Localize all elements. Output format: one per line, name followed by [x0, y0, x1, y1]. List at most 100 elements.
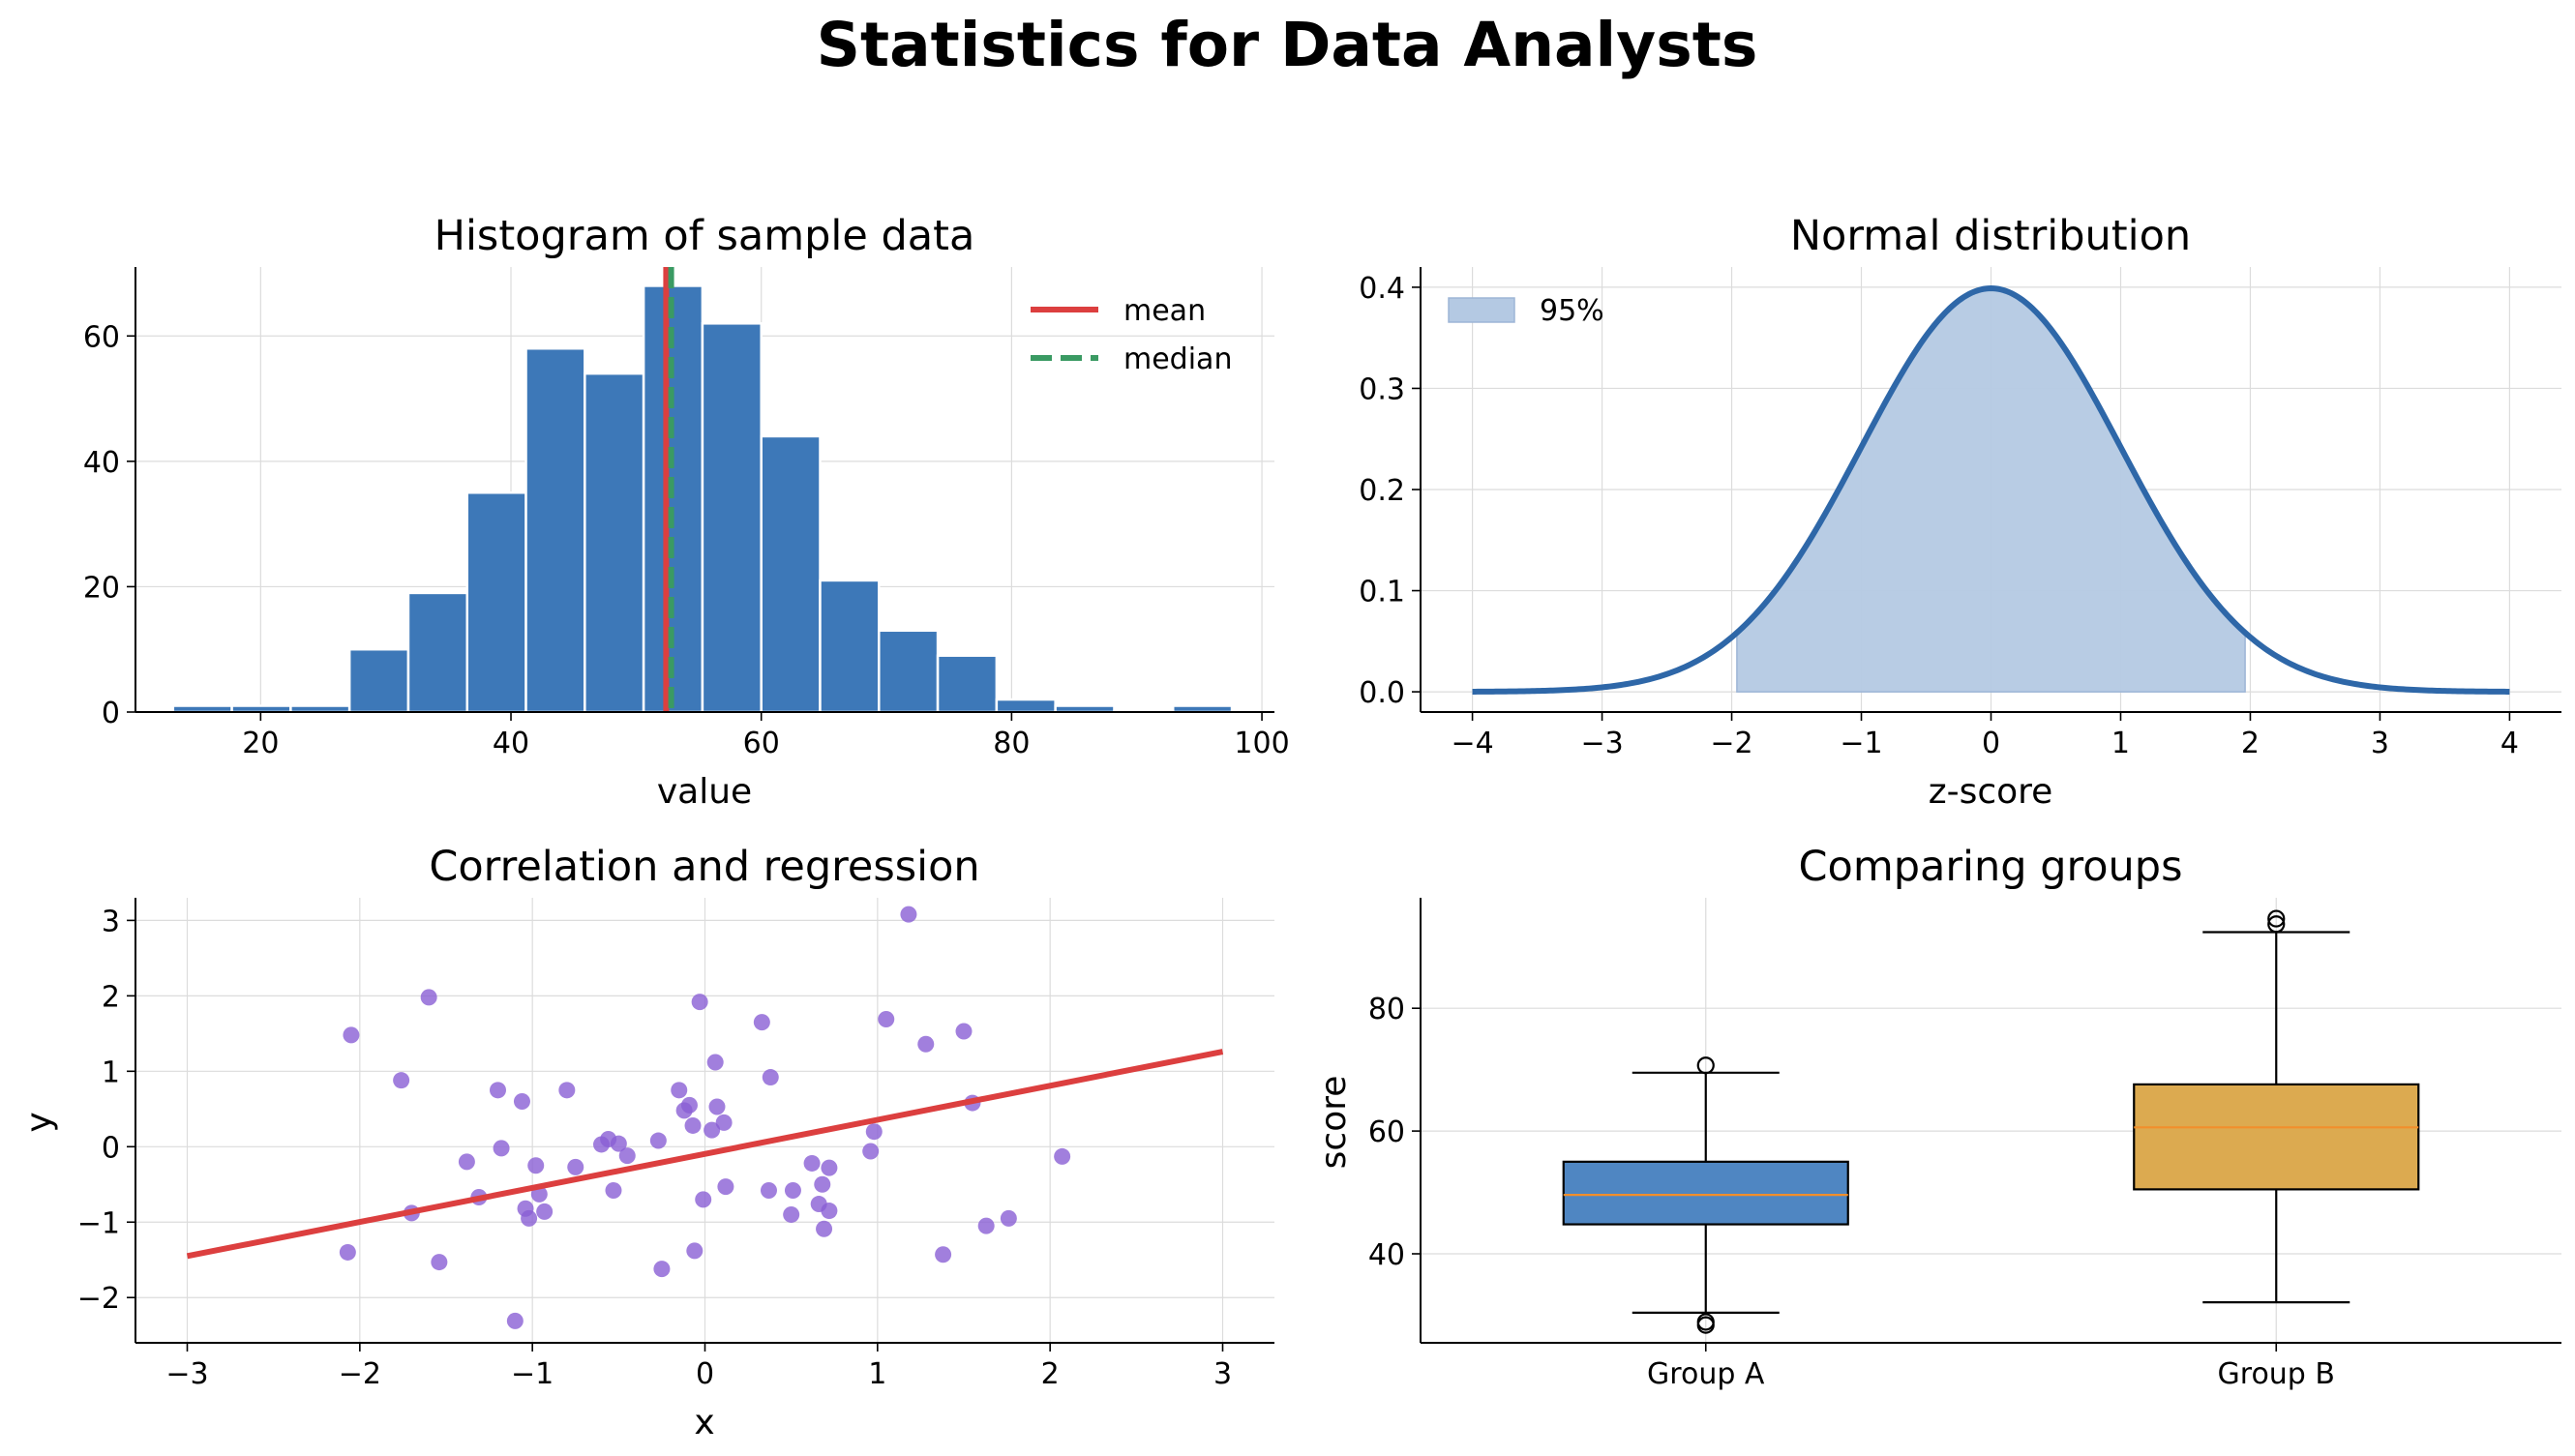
y-tick-label: 3: [102, 905, 120, 938]
histogram-bar: [936, 654, 999, 714]
normal-distribution-plot-area: −4 −3 −2 −1 0 1 2 3 4 0.0 0.1 0.2 0.3 0.4 95%: [1359, 267, 2561, 760]
y-tick-label: 40: [1368, 1238, 1405, 1272]
scatter-point: [653, 1261, 671, 1278]
y-tick-label: −1: [77, 1206, 120, 1240]
x-tick-label: 0: [696, 1357, 714, 1391]
scatter-point: [490, 1082, 506, 1099]
y-tick-label: 0.4: [1359, 272, 1405, 306]
scatter-point: [900, 906, 917, 923]
scatter-point: [567, 1158, 584, 1175]
x-tick-label: 100: [1234, 727, 1289, 760]
figure-suptitle: Statistics for Data Analysts: [817, 10, 1758, 80]
scatter-point: [458, 1153, 475, 1171]
regression-line: [186, 1049, 1224, 1260]
scatter-point: [821, 1203, 838, 1220]
scatter-point: [816, 1220, 833, 1237]
y-tick-label: 0: [102, 697, 120, 730]
regression-panel: Correlation and regression −3 −2 −1 0 1 2 3 −2 −…: [19, 843, 1274, 1442]
y-tick-label: 0.2: [1359, 474, 1405, 508]
y-tick-label: 60: [83, 320, 120, 354]
scatter-point: [493, 1140, 510, 1157]
histogram-x-axis-label: value: [657, 772, 752, 812]
x-tick-label: 4: [2500, 727, 2519, 760]
box-iqr: [2133, 1083, 2420, 1191]
scatter-point: [521, 1209, 538, 1227]
scatter-point: [760, 1182, 777, 1200]
y-tick-label: 40: [83, 446, 120, 480]
legend-median-label: median: [1123, 342, 1232, 376]
x-tick-label: 3: [1213, 1357, 1232, 1391]
y-tick-label: 1: [102, 1055, 120, 1089]
scatter-point: [618, 1147, 636, 1165]
x-tick-label: −2: [1710, 727, 1752, 760]
scatter-point: [527, 1157, 545, 1174]
histogram-bar: [406, 591, 469, 714]
x-tick-label: −4: [1451, 727, 1493, 760]
outlier-point: [2267, 909, 2286, 928]
histogram-title: Histogram of sample data: [434, 212, 975, 260]
scatter-point: [878, 1011, 895, 1028]
x-tick-label: 0: [1982, 727, 2000, 760]
normal-distribution-x-axis-label: z-score: [1929, 772, 2053, 812]
x-tick-label: −2: [339, 1357, 381, 1391]
scatter-point: [1054, 1147, 1071, 1165]
group-label: Group B: [2218, 1357, 2335, 1391]
scatter-point: [935, 1246, 952, 1263]
y-tick-label: 0.1: [1359, 576, 1405, 609]
scatter-point: [431, 1254, 448, 1271]
histogram-bar: [347, 647, 410, 714]
x-tick-label: 80: [993, 727, 1030, 760]
y-tick-label: 0.3: [1359, 372, 1405, 406]
scatter-point: [686, 1242, 704, 1260]
x-tick-label: −1: [1840, 727, 1882, 760]
scatter-point: [706, 1054, 724, 1071]
regression-title: Correlation and regression: [429, 843, 979, 891]
x-tick-label: 2: [1041, 1357, 1060, 1391]
scatter-point: [917, 1035, 935, 1053]
scatter-point: [649, 1132, 667, 1149]
scatter-point: [671, 1082, 688, 1099]
scatter-point: [339, 1243, 356, 1261]
x-tick-label: −1: [511, 1357, 554, 1391]
histogram-bar: [819, 579, 881, 714]
normal-distribution-panel: Normal distribution −4 −3 −2 −1 0 1 2 3 4 0.0 0.1 0…: [1359, 212, 2561, 812]
scatter-point: [513, 1093, 530, 1111]
x-tick-label: 1: [2111, 727, 2130, 760]
x-tick-label: −3: [165, 1357, 208, 1391]
box-iqr: [1562, 1160, 1849, 1226]
histogram-bar: [878, 629, 940, 714]
scatter-point: [717, 1178, 734, 1196]
scatter-point: [393, 1072, 410, 1089]
outlier-point: [1696, 1316, 1715, 1334]
y-tick-label: −2: [77, 1282, 120, 1316]
x-tick-label: 40: [493, 727, 529, 760]
histogram-plot-area: 20 40 60 80 100 0 20 40 60 mean median: [83, 267, 1290, 760]
scatter-point: [955, 1023, 973, 1040]
y-tick-label: 20: [83, 571, 120, 605]
outlier-point: [2267, 915, 2286, 934]
y-tick-label: 60: [1368, 1115, 1405, 1149]
histogram-bar: [701, 322, 763, 714]
histogram-bar: [584, 371, 645, 714]
normal-pdf-curve: [1472, 285, 2510, 695]
y-tick-label: 0.0: [1359, 676, 1405, 710]
scatter-point: [814, 1175, 831, 1193]
scatter-point: [536, 1203, 554, 1220]
x-tick-label: −3: [1580, 727, 1623, 760]
histogram-bar: [995, 698, 1057, 714]
histogram-bar: [760, 434, 822, 714]
legend-95-label: 95%: [1540, 294, 1604, 328]
scatter-point: [803, 1154, 821, 1172]
x-tick-label: 60: [743, 727, 780, 760]
regression-y-axis-label: y: [19, 1112, 59, 1132]
scatter-point: [762, 1069, 779, 1086]
scatter-point: [1000, 1209, 1017, 1227]
scatter-point: [977, 1217, 995, 1234]
scatter-point: [506, 1312, 524, 1329]
histogram-bar: [465, 490, 527, 714]
histogram-panel: Histogram of sample data 20 40 60 80 100 0 20 4…: [83, 212, 1290, 812]
regression-plot-area: −3 −2 −1 0 1 2 3 −2 −1 0 1 2 3: [77, 898, 1274, 1391]
regression-x-axis-label: x: [694, 1403, 714, 1442]
